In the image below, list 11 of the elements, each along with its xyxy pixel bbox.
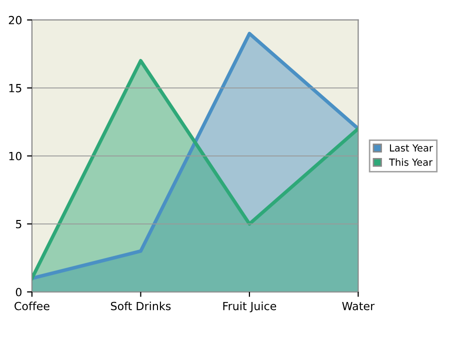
x-tick-label: Coffee	[14, 302, 50, 310]
y-tick-label: 20	[8, 16, 22, 24]
x-tick-label: Soft Drinks	[110, 302, 171, 310]
y-tick-label: 10	[9, 152, 22, 160]
legend-label: Last Year	[390, 144, 433, 152]
y-tick-label: 0	[16, 288, 22, 296]
x-tick-label: Fruit Juice	[223, 302, 276, 312]
y-tick-label: 15	[9, 84, 22, 92]
x-tick-label: Water	[342, 302, 375, 310]
y-tick-label: 5	[16, 220, 22, 228]
legend-label: This Year	[389, 158, 433, 166]
